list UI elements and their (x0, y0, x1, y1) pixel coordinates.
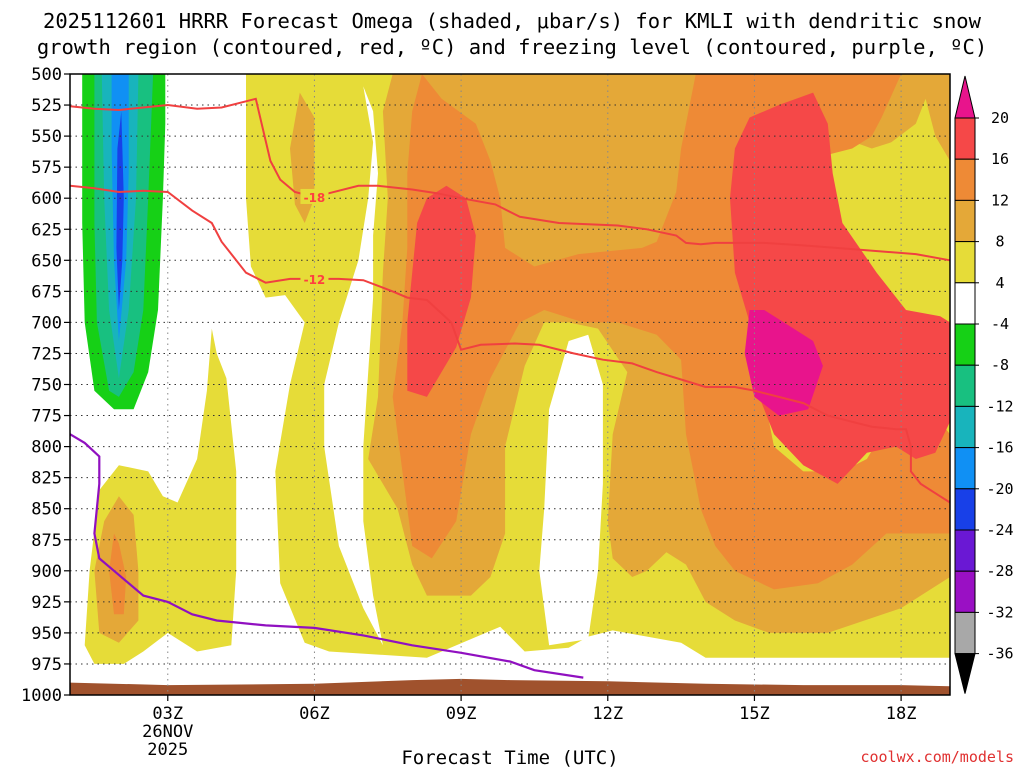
x-tick-date: 26NOV (142, 722, 193, 742)
y-tick-label: 850 (31, 500, 62, 520)
colorbar-bin (954, 282, 976, 325)
y-tick-label: 975 (31, 655, 62, 675)
gridlines (70, 74, 950, 695)
omega-region-magenta-1516z (744, 310, 823, 416)
colorbar-label: 8 (995, 233, 1004, 251)
colorbar-bin (954, 241, 976, 284)
colorbar-bin (954, 488, 976, 531)
colorbar-label: -28 (986, 562, 1013, 580)
x-tick-label: 12Z (592, 704, 623, 724)
y-tick-label: 750 (31, 376, 62, 396)
colorbar-label: -8 (991, 356, 1009, 374)
x-axis-label: Forecast Time (UTC) (401, 747, 618, 768)
colorbar-label: -32 (986, 603, 1013, 621)
chart-title-line-2: growth region (contoured, red, ºC) and f… (37, 35, 987, 59)
colorbar-over-triangle (954, 75, 976, 119)
colorbar-under-triangle (954, 653, 976, 694)
x-tick-year: 2025 (147, 740, 188, 760)
colorbar-label: -20 (986, 480, 1013, 498)
dgz-contour-label: -12 (304, 273, 326, 287)
colorbar-bin (954, 405, 976, 449)
y-tick-label: 550 (31, 127, 62, 147)
colorbar-label: -12 (986, 397, 1013, 415)
dgz-contour-label-bg (300, 270, 329, 286)
x-tick-label: 15Z (739, 704, 770, 724)
colorbar-label: -36 (986, 645, 1013, 663)
colorbar-bin (954, 364, 976, 407)
dgz-contour-12 (69, 184, 951, 504)
x-tick-label: 09Z (446, 704, 477, 724)
chart-title-line-1: 2025112601 HRRR Forecast Omega (shaded, … (43, 9, 982, 33)
y-axis-ticks: 500 525 550 575 600 625 650 675 700 725 750 775 800 8… (21, 65, 70, 706)
y-tick-label: 625 (31, 220, 62, 240)
omega-region-white-gap-11z (539, 334, 603, 646)
colorbar-bin (954, 117, 976, 160)
y-tick-label: 875 (31, 531, 62, 551)
colorbar-label: -4 (991, 315, 1009, 333)
contour-lines: -18 -12 (69, 97, 951, 679)
y-tick-label: 525 (31, 96, 62, 116)
x-tick-label: 18Z (886, 704, 917, 724)
credit-text: coolwx.com/models (860, 748, 1014, 766)
y-tick-label: 650 (31, 251, 62, 271)
colorbar-label: -24 (986, 521, 1013, 539)
omega-region-white-gap-07z (324, 86, 383, 646)
dgz-contour-label: -18 (304, 191, 326, 205)
omega-region-darkblue-0102z (116, 111, 124, 310)
y-tick-label: 1000 (21, 686, 62, 706)
x-tick-label: 06Z (299, 704, 330, 724)
y-tick-label: 675 (31, 282, 62, 302)
y-tick-label: 575 (31, 158, 62, 178)
omega-region-orange-dark-0812z (392, 74, 950, 590)
freezing-level-contour (69, 433, 584, 679)
y-tick-label: 775 (31, 407, 62, 427)
colorbar-bin (954, 199, 976, 243)
terrain-layer (70, 678, 950, 695)
y-tick-label: 600 (31, 189, 62, 209)
colorbar-label: 4 (995, 274, 1004, 292)
x-tick-label: 03Z (152, 704, 183, 724)
colorbar-bin (954, 570, 976, 613)
dgz-contour-label-bg (300, 188, 329, 204)
y-tick-label: 825 (31, 469, 62, 489)
colorbar-label: 20 (991, 109, 1009, 127)
colorbar-label: 12 (991, 191, 1009, 209)
colorbar-bin (954, 323, 976, 366)
colorbar-label: -16 (986, 439, 1013, 457)
colorbar-bin (954, 158, 976, 201)
y-tick-label: 925 (31, 593, 62, 613)
y-tick-label: 500 (31, 65, 62, 85)
y-tick-label: 725 (31, 344, 62, 364)
terrain-fill (70, 678, 950, 695)
dgz-contour-18 (69, 97, 951, 262)
colorbar-bin (954, 529, 976, 572)
colorbar-bin (954, 611, 976, 655)
omega-region-red-0809z (407, 185, 476, 397)
y-tick-label: 900 (31, 562, 62, 582)
colorbar-label: 16 (991, 150, 1009, 168)
colorbar-bin (954, 447, 976, 490)
y-tick-label: 950 (31, 624, 62, 644)
y-tick-label: 700 (31, 313, 62, 333)
colorbar: 20 16 12 8 4 -4 -8 -12 -16 -20 -24 -28 -32 -36 (954, 75, 1014, 694)
y-tick-label: 800 (31, 438, 62, 458)
